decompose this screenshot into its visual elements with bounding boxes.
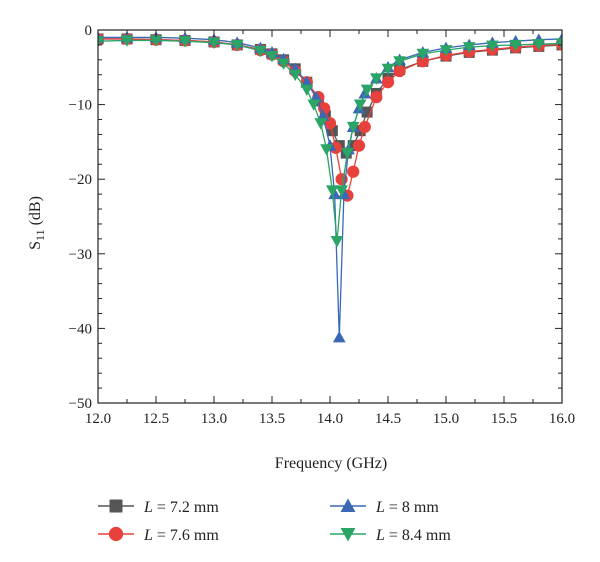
data-point [254,45,267,58]
legend-item: L = 8 mm [330,498,439,516]
y-tick-label: −20 [69,172,92,188]
data-point [277,58,290,70]
series-4 [98,35,562,248]
data-point [120,35,134,47]
data-point [149,35,163,47]
data-point [360,84,374,97]
data-point [309,90,323,103]
plot-frame-rect [97,29,563,404]
series-layer [98,31,562,343]
data-point [370,73,383,85]
x-axis-ticks: 12.0 12.5 13.0 13.5 14.0 14.5 15.0 15.5 16.0 [85,30,575,427]
data-point [416,55,429,68]
y-tick-label: −10 [69,98,92,114]
data-point [328,187,341,200]
data-point [358,120,371,134]
y-tick-label: −30 [69,247,92,263]
legend-item: L = 7.2 mm [98,499,219,516]
data-point [314,118,328,130]
legend: L = 7.2 mm L = 7.6 mm L = 8 mm L = 8.4 mm [98,498,451,544]
legend-label: L = 8.4 mm [375,527,451,544]
legend-marker [109,499,123,513]
y-axis-label: S11 (dB) [27,196,47,250]
data-point [325,185,339,197]
data-point [509,39,522,52]
legend-marker [108,526,124,542]
data-point [300,75,314,88]
data-point [381,76,395,89]
svg-text:S11 (dB): S11 (dB) [27,196,47,250]
data-point [352,139,366,152]
data-point [207,37,221,50]
legend-label: L = 8 mm [375,499,439,516]
data-point [178,36,192,48]
x-tick-label: 15.0 [433,411,459,427]
y-tick-label: −40 [69,321,92,337]
legend-label: L = 7.2 mm [143,499,219,516]
x-tick-label: 14.0 [317,411,343,427]
data-point [486,40,499,52]
data-point [330,236,344,248]
y-axis-ticks: 0 −10 −20 −30 −40 −50 [69,23,562,412]
legend-item: L = 7.6 mm [98,526,219,544]
x-tick-label: 13.0 [201,411,227,427]
x-tick-label: 15.5 [491,411,517,427]
data-point [353,99,367,111]
data-point [346,121,360,134]
data-point [300,84,314,97]
y-tick-label: 0 [85,23,93,39]
data-point [381,63,395,76]
data-point [230,39,244,52]
plot-frame [97,29,563,404]
y-tick-label: −50 [69,396,92,412]
data-point [316,109,330,121]
data-point [532,39,546,51]
data-point [358,87,372,99]
x-tick-label: 16.0 [549,411,575,427]
data-point [416,48,430,61]
x-tick-label: 14.5 [375,411,401,427]
data-point [335,185,348,197]
data-point [307,99,321,111]
x-tick-label: 13.5 [259,411,285,427]
data-point [288,69,302,82]
data-point [370,91,383,104]
data-point [265,51,279,63]
data-point [393,56,406,68]
data-point [98,36,105,48]
legend-marker [340,528,356,542]
data-point [555,38,562,50]
x-axis-label: Frequency (GHz) [275,455,387,472]
data-point [320,144,333,156]
data-point [347,165,360,178]
data-point [462,42,476,54]
data-point [361,106,373,118]
data-point [332,331,346,343]
y-axis-label-unit: (dB) [27,196,44,229]
data-point [341,148,354,160]
x-tick-label: 12.0 [85,411,111,427]
y-axis-label-sub: 11 [33,229,47,241]
legend-marker [340,498,356,512]
data-point [393,64,406,78]
y-axis-label-main: S [27,241,44,250]
x-tick-label: 12.5 [143,411,169,427]
legend-item: L = 8.4 mm [330,527,451,544]
data-point [439,45,453,57]
legend-label: L = 7.6 mm [143,527,219,544]
